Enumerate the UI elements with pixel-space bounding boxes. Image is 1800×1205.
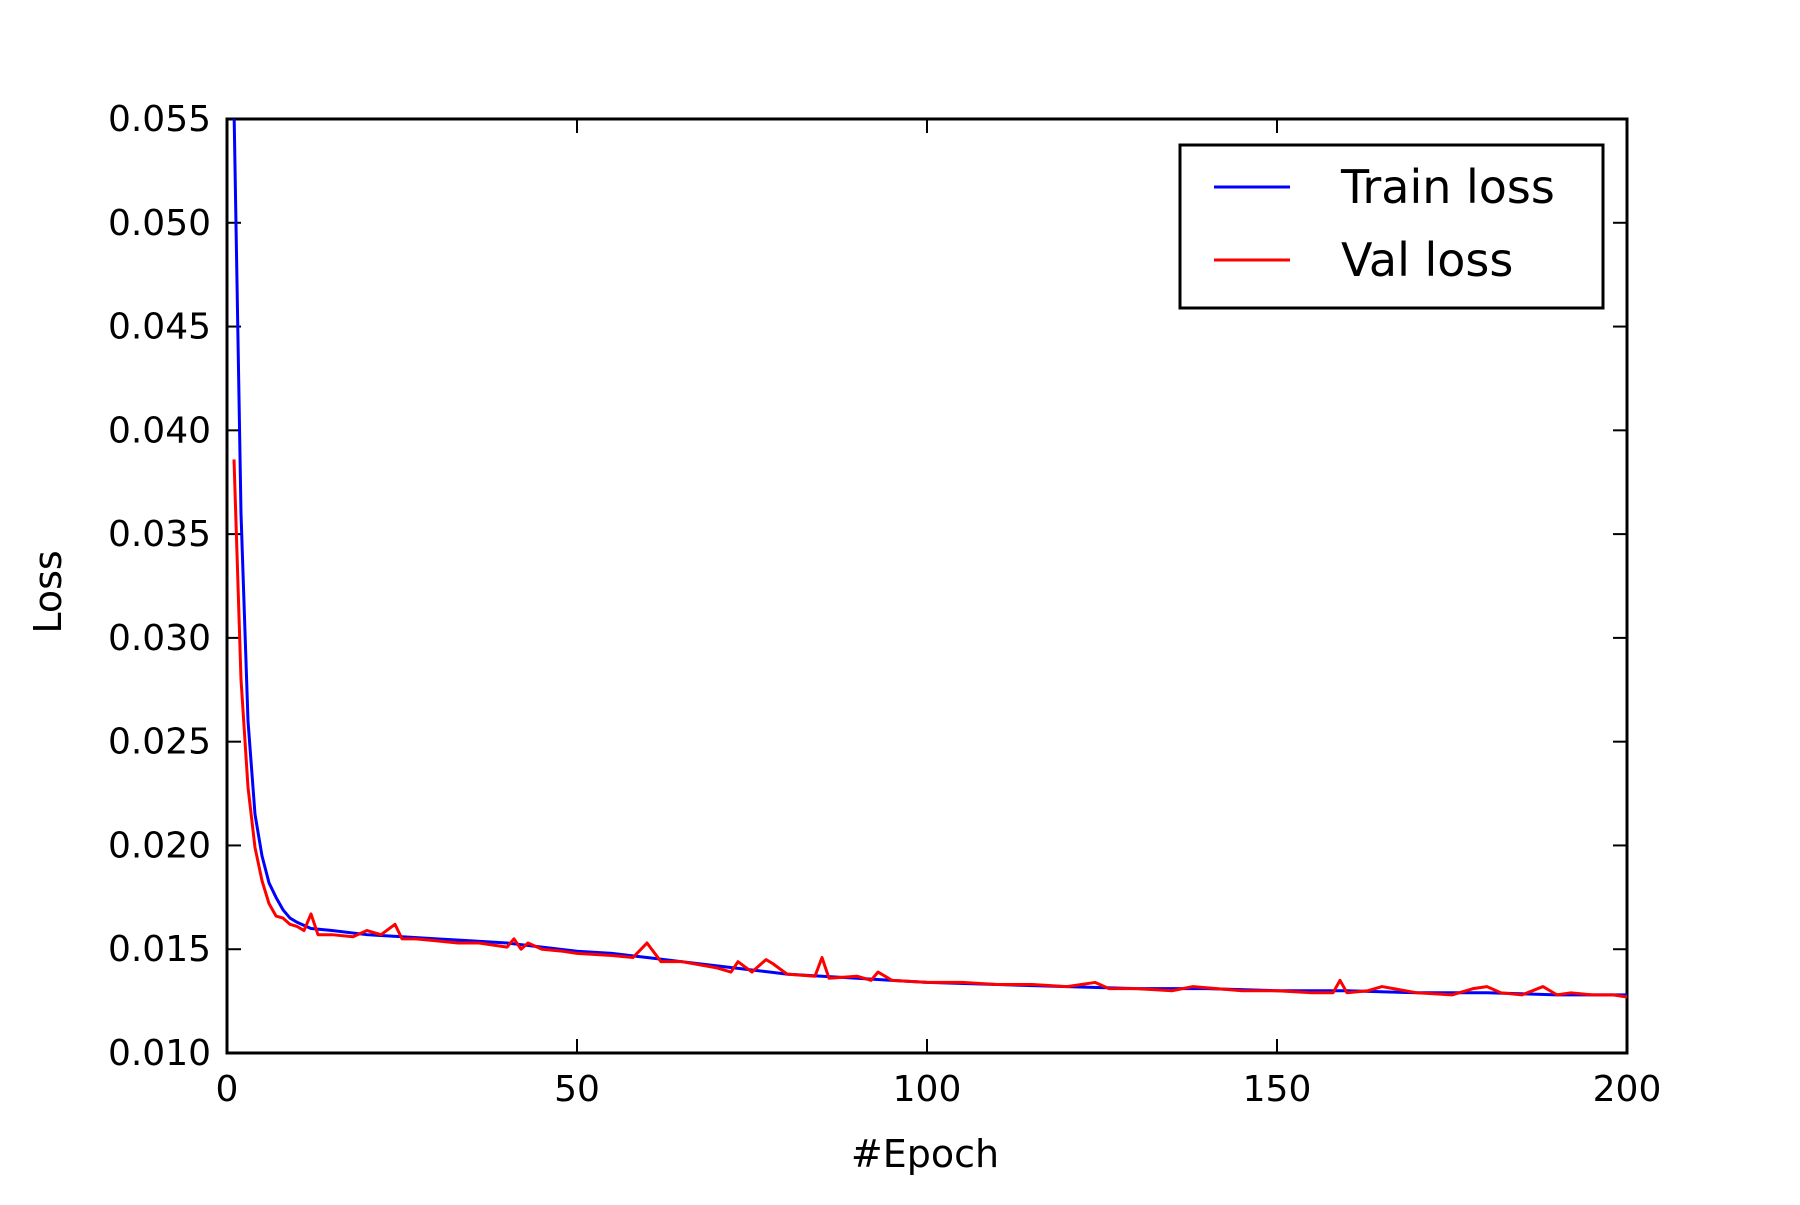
- x-tick-label: 150: [1243, 1069, 1312, 1110]
- y-tick-label: 0.015: [108, 929, 211, 970]
- y-tick-label: 0.020: [108, 825, 211, 866]
- x-tick-label: 200: [1593, 1069, 1662, 1110]
- y-axis-label: Loss: [26, 550, 70, 633]
- y-tick-label: 0.040: [108, 410, 211, 451]
- y-tick-label: 0.030: [108, 618, 211, 659]
- legend-box: [1178, 143, 1605, 310]
- y-tick-label: 0.010: [108, 1033, 211, 1074]
- y-tick-label: 0.045: [108, 307, 211, 348]
- x-axis-label: #Epoch: [851, 1132, 999, 1176]
- y-tick-label: 0.055: [108, 99, 211, 140]
- legend-label-train-loss: Train loss: [1340, 160, 1555, 214]
- y-tick-label: 0.050: [108, 203, 211, 244]
- x-tick-label: 0: [216, 1069, 239, 1110]
- legend-label-val-loss: Val loss: [1341, 233, 1513, 287]
- series-line-val-loss: [232, 459, 1627, 999]
- y-tick-label: 0.035: [108, 514, 211, 555]
- x-tick-label: 50: [554, 1069, 600, 1110]
- y-tick-label: 0.025: [108, 722, 211, 763]
- x-tick-label: 100: [893, 1069, 962, 1110]
